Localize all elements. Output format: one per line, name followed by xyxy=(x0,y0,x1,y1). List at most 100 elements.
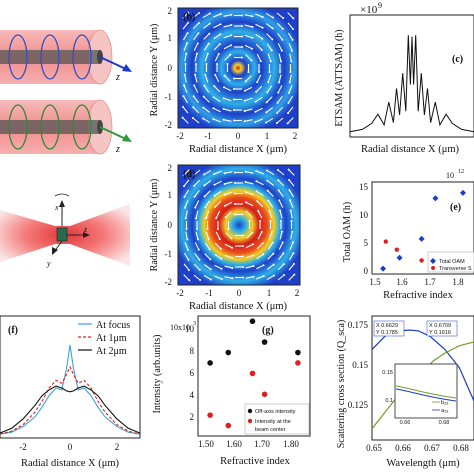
field-arrow xyxy=(224,243,233,249)
field-arrow-head xyxy=(241,46,243,48)
field-arrow-head xyxy=(261,37,264,40)
field-arrow xyxy=(267,253,274,260)
panel-e-xlabel: Refractive index xyxy=(383,290,453,301)
field-arrow xyxy=(224,181,233,185)
field-arrow-head xyxy=(183,73,186,76)
field-arrow xyxy=(267,242,274,250)
field-arrow-head xyxy=(242,245,244,247)
tick-label: -2 xyxy=(165,277,173,287)
field-arrow xyxy=(266,274,275,281)
legend-label: At 2μm xyxy=(96,346,127,357)
field-arrow-head xyxy=(271,38,274,41)
tick-label: -2 xyxy=(176,131,184,141)
field-arrow-head xyxy=(280,220,282,222)
field-arrow-head xyxy=(251,231,254,234)
field-arrow-head xyxy=(276,111,279,114)
field-arrow-head xyxy=(191,117,194,120)
field-arrow-head xyxy=(223,193,226,196)
field-arrow-head xyxy=(203,84,206,87)
series-line-at-1-m xyxy=(0,365,141,435)
field-arrow-head xyxy=(259,220,261,222)
tick-label: 0.65 xyxy=(366,443,382,453)
x-axis-label: x xyxy=(54,203,59,212)
field-arrow-head xyxy=(197,22,200,25)
field-arrow xyxy=(266,43,273,51)
field-arrow xyxy=(276,117,284,124)
tick-label: 1 xyxy=(267,288,272,298)
field-arrow-head xyxy=(262,275,265,278)
field-arrow-head xyxy=(282,263,285,266)
field-arrow xyxy=(245,276,254,279)
field-arrow-head xyxy=(230,44,233,47)
field-arrow-head xyxy=(277,179,280,182)
field-arrow-head xyxy=(251,36,254,39)
field-arrow-head xyxy=(193,195,196,198)
field-arrow-head xyxy=(287,101,290,104)
field-arrow-head xyxy=(233,119,235,122)
field-arrow-head xyxy=(194,73,197,76)
field-arrow-head xyxy=(266,91,269,94)
panel-h-yticks: 0.175 0.15 0.125 xyxy=(348,320,369,410)
field-arrow-head xyxy=(202,106,205,109)
field-arrow xyxy=(287,22,294,30)
data-point xyxy=(418,235,425,242)
field-arrow xyxy=(255,118,263,123)
field-arrow xyxy=(225,211,232,218)
field-arrow-head xyxy=(185,42,188,45)
data-point xyxy=(419,258,424,263)
panel-f-xticks: -2 0 2 xyxy=(19,442,119,452)
field-arrow xyxy=(245,243,254,249)
field-arrow xyxy=(290,231,293,240)
field-arrow-head xyxy=(198,258,201,261)
field-arrow-head xyxy=(289,209,292,212)
panel-g-scale-exp: 3 xyxy=(193,321,196,327)
field-arrow xyxy=(288,189,295,198)
field-arrow xyxy=(245,254,254,259)
field-arrow-head xyxy=(255,90,258,93)
data-point xyxy=(295,360,301,366)
field-arrow-head xyxy=(244,80,247,83)
field-arrow-head xyxy=(288,189,291,192)
panel-b-heatmap xyxy=(178,8,298,128)
field-arrow-head xyxy=(217,228,219,230)
field-arrow xyxy=(223,14,232,17)
tick-label: -2 xyxy=(19,442,27,452)
field-arrow xyxy=(214,180,222,186)
field-arrow xyxy=(267,74,272,83)
field-arrow-head xyxy=(254,120,257,123)
field-arrow xyxy=(290,210,293,219)
field-arrow-head xyxy=(272,252,275,255)
panel-e-legend: Total OAM Transverse S xyxy=(427,251,474,273)
field-arrow-head xyxy=(226,63,229,65)
field-arrow-head xyxy=(292,262,295,265)
field-arrow-head xyxy=(183,185,186,188)
panel-g-yticks: 10 8 6 4 2 xyxy=(185,324,195,422)
tick-label: 1.7 xyxy=(424,277,436,287)
field-arrow xyxy=(267,200,274,208)
field-arrow-head xyxy=(290,49,293,52)
field-arrow xyxy=(205,231,210,240)
field-arrow-head xyxy=(282,252,285,255)
panel-d-vector-field xyxy=(182,168,296,282)
tick-label: 1.60 xyxy=(226,439,242,449)
field-arrow-head xyxy=(245,210,248,213)
tick-label: -1 xyxy=(165,249,173,259)
tick-label: 0 xyxy=(168,63,173,73)
field-arrow-head xyxy=(213,183,216,186)
field-arrow xyxy=(193,95,199,104)
field-arrow xyxy=(214,74,220,83)
field-arrow-head xyxy=(214,73,217,76)
panel-b-yticks: 2 1 0 -1 -2 xyxy=(165,6,173,130)
field-arrow-head xyxy=(254,100,257,103)
tick-label: 1.50 xyxy=(198,439,214,449)
panel-d-ylabel: Radial distance Y (μm) xyxy=(149,179,160,272)
field-arrow xyxy=(288,169,295,176)
field-arrow xyxy=(214,200,222,208)
field-arrow-head xyxy=(188,279,191,282)
field-arrow-head xyxy=(289,199,292,202)
field-arrow-head xyxy=(247,71,250,73)
field-arrow-head xyxy=(217,52,220,55)
field-arrow xyxy=(267,190,274,197)
field-arrow-head xyxy=(282,16,285,19)
field-arrow-head xyxy=(206,228,209,230)
